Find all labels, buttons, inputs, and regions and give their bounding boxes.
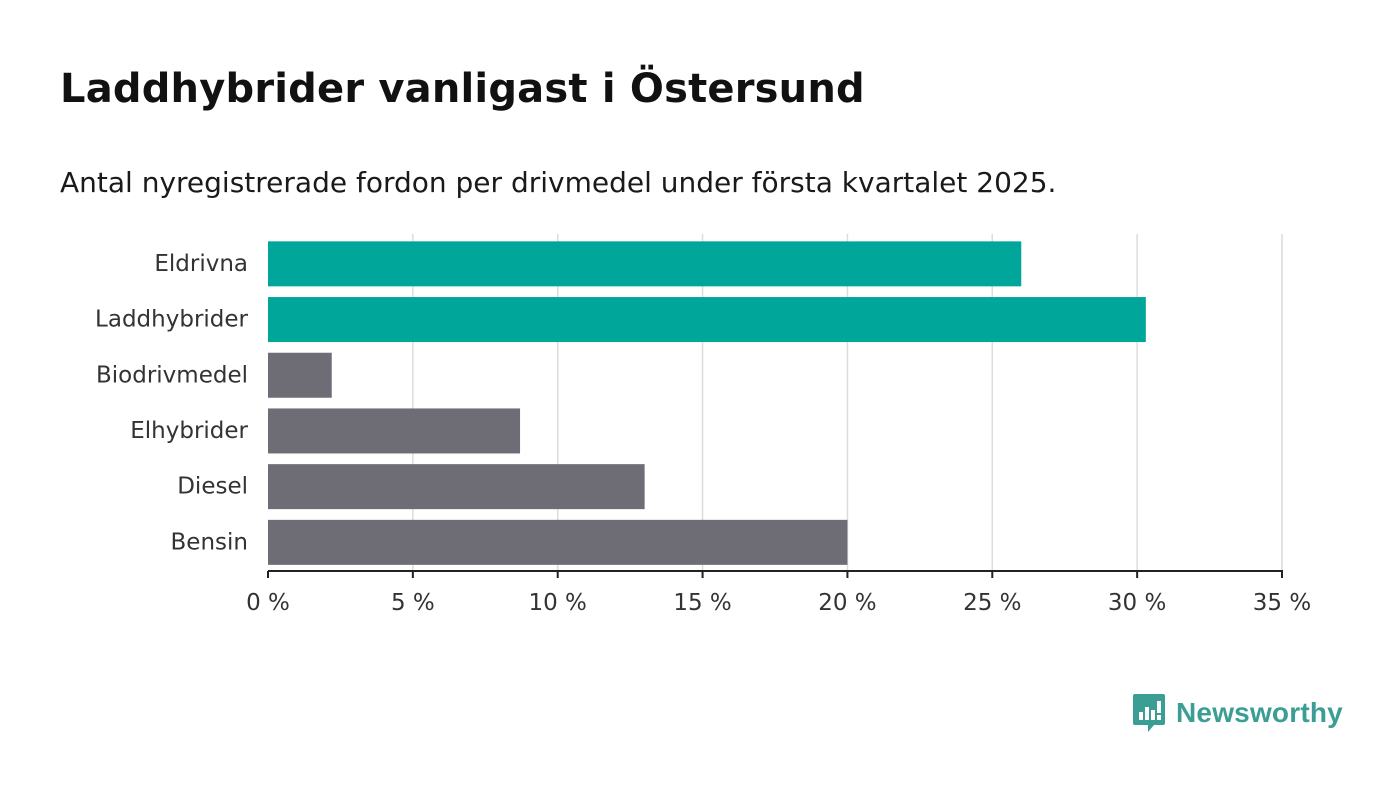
bar-chart: Eldrivna Laddhybrider Biodrivmedel Elhybrid… xyxy=(95,234,1311,616)
brand-logo: Newsworthy xyxy=(1132,692,1343,734)
bar xyxy=(268,297,1146,343)
category-label: Elhybrider xyxy=(130,418,248,444)
x-tick-label: 5 % xyxy=(391,590,435,616)
bar xyxy=(268,241,1022,287)
x-tick-label: 20 % xyxy=(818,590,876,616)
x-tick-label: 0 % xyxy=(246,590,290,616)
bar xyxy=(268,519,848,565)
category-label: Eldrivna xyxy=(154,251,248,277)
x-tick-label: 25 % xyxy=(963,590,1021,616)
chart-subtitle: Antal nyregistrerade fordon per drivmede… xyxy=(60,166,1057,199)
category-label: Laddhybrider xyxy=(95,307,248,333)
x-tick-label: 35 % xyxy=(1253,590,1311,616)
x-tick-label: 15 % xyxy=(673,590,731,616)
category-label: Biodrivmedel xyxy=(96,362,248,388)
x-tick-label: 10 % xyxy=(528,590,586,616)
category-label: Diesel xyxy=(177,474,248,500)
category-label: Bensin xyxy=(171,529,248,555)
chart-title: Laddhybrider vanligast i Östersund xyxy=(60,66,865,112)
x-tick-label: 30 % xyxy=(1108,590,1166,616)
bar xyxy=(268,408,521,454)
brand-name: Newsworthy xyxy=(1176,697,1343,728)
newsworthy-logo-icon xyxy=(1133,694,1165,732)
bar xyxy=(268,352,332,398)
bar xyxy=(268,464,645,510)
